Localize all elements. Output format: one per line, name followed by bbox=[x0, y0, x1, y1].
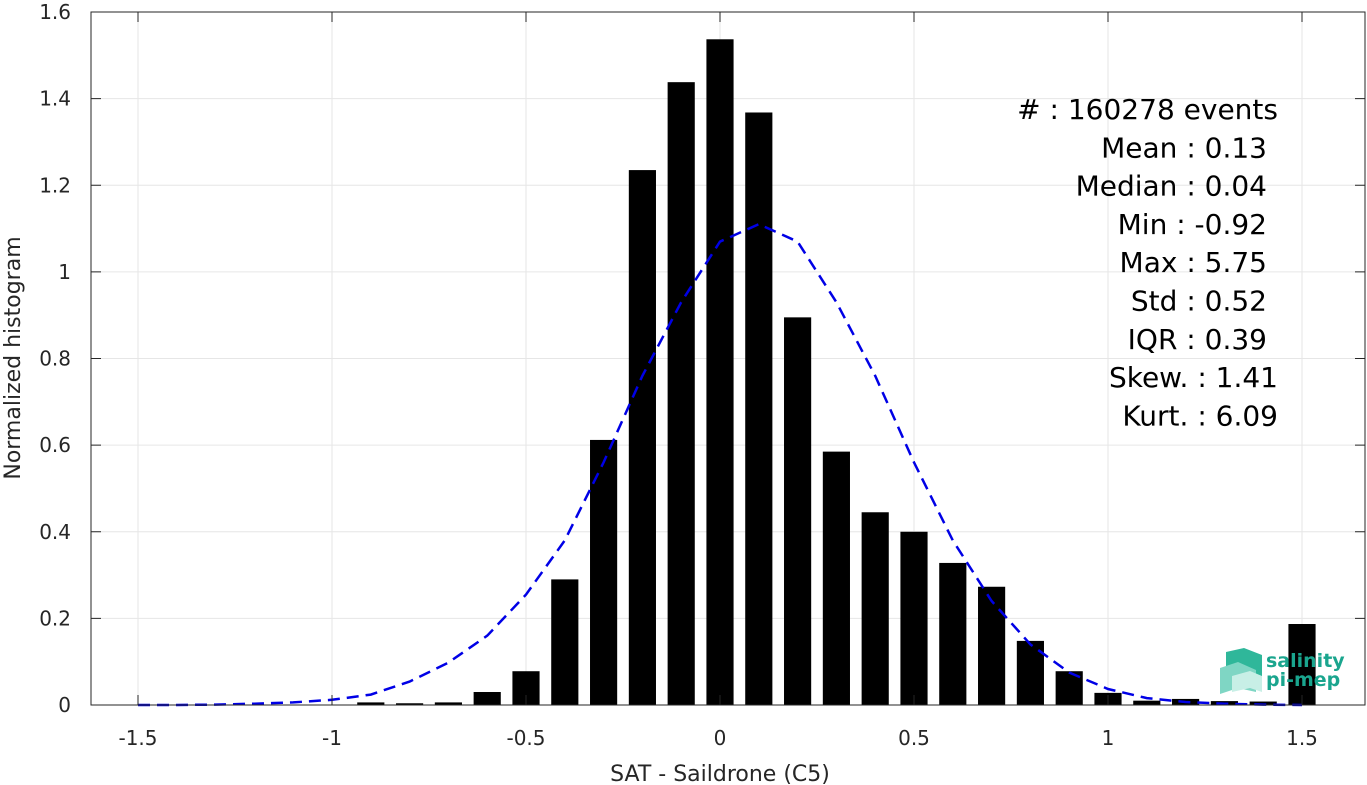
stats-line: Max : 5.75 bbox=[1120, 246, 1267, 279]
stats-line: Min : -0.92 bbox=[1118, 208, 1267, 241]
x-tick-label: 0.5 bbox=[898, 726, 930, 750]
stats-line: Std : 0.52 bbox=[1131, 285, 1267, 318]
y-tick-label: 1.2 bbox=[39, 173, 71, 197]
x-tick-label: 1 bbox=[1102, 726, 1115, 750]
histogram-bar bbox=[434, 702, 462, 705]
y-tick-label: 0.4 bbox=[39, 520, 71, 544]
axis-ticks bbox=[91, 11, 1365, 706]
stats-line: Skew. : 1.41 bbox=[1109, 361, 1278, 394]
y-tick-label: 1 bbox=[58, 260, 71, 284]
stats-line: Mean : 0.13 bbox=[1101, 131, 1267, 164]
x-axis-title: SAT - Saildrone (C5) bbox=[610, 762, 830, 785]
y-tick-labels: 0 0.2 0.4 0.6 0.8 1 1.2 1.4 1.6 bbox=[39, 0, 71, 717]
histogram-bars bbox=[357, 39, 1316, 706]
salinity-pimep-logo: salinity pi-mep bbox=[1220, 648, 1345, 694]
histogram-bar bbox=[822, 451, 850, 705]
x-tick-label: -1.5 bbox=[118, 726, 157, 750]
y-tick-label: 0.6 bbox=[39, 433, 71, 457]
x-tick-label: 1.5 bbox=[1286, 726, 1318, 750]
histogram-bar bbox=[706, 39, 734, 706]
y-tick-label: 0 bbox=[58, 693, 71, 717]
statistics-annotation: # : 160278 events Mean : 0.13 Median : 0.0… bbox=[1017, 93, 1278, 432]
histogram-bar bbox=[745, 112, 773, 706]
logo-line-2: pi-mep bbox=[1266, 669, 1340, 691]
x-tick-label: 0 bbox=[714, 726, 727, 750]
stats-line: Median : 0.04 bbox=[1076, 170, 1267, 203]
histogram-bar bbox=[590, 439, 618, 705]
logo-line-1: salinity bbox=[1266, 650, 1345, 672]
y-tick-label: 0.8 bbox=[39, 347, 71, 371]
histogram-bar bbox=[1249, 701, 1277, 705]
histogram-bar bbox=[1133, 700, 1161, 705]
y-tick-label: 1.4 bbox=[39, 87, 71, 111]
y-axis-title: Normalized histogram bbox=[1, 236, 26, 479]
stats-line: IQR : 0.39 bbox=[1128, 323, 1267, 356]
y-tick-label: 1.6 bbox=[39, 0, 71, 24]
histogram-bar bbox=[939, 562, 967, 705]
histogram-bar bbox=[861, 512, 889, 705]
histogram-bar bbox=[900, 531, 928, 705]
stats-line: # : 160278 events bbox=[1017, 93, 1278, 126]
histogram-bar bbox=[396, 703, 424, 705]
histogram-bar bbox=[473, 692, 501, 705]
histogram-bar bbox=[667, 82, 695, 705]
x-tick-label: -1 bbox=[322, 726, 342, 750]
histogram-bar bbox=[551, 579, 579, 705]
x-tick-labels: -1.5 -1 -0.5 0 0.5 1 1.5 bbox=[118, 726, 1317, 750]
stats-line: Kurt. : 6.09 bbox=[1122, 399, 1278, 432]
histogram-bar bbox=[784, 317, 812, 705]
histogram-bar bbox=[628, 170, 656, 705]
histogram-bar bbox=[357, 702, 385, 705]
histogram-bar bbox=[978, 586, 1006, 705]
y-tick-label: 0.2 bbox=[39, 606, 71, 630]
histogram-bar bbox=[1288, 624, 1316, 705]
wave-icon bbox=[1220, 648, 1262, 694]
x-tick-label: -0.5 bbox=[506, 726, 545, 750]
